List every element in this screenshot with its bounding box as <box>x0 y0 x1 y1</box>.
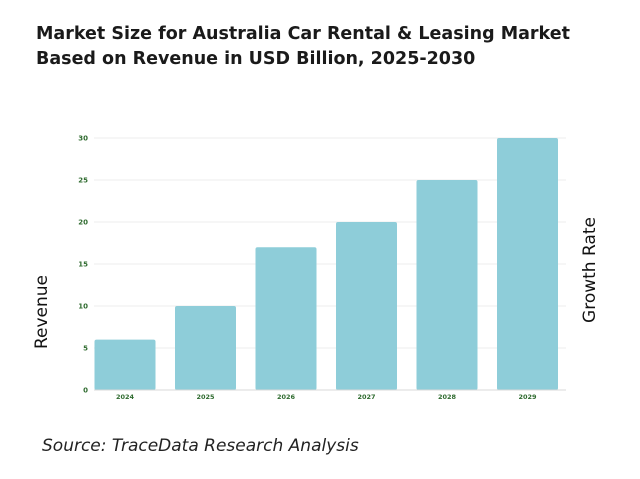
y-axis-ticks: 0 5 10 15 20 25 30 <box>78 135 88 395</box>
y-tick-label: 5 <box>83 345 88 353</box>
y-axis-label: Revenue <box>32 274 52 350</box>
bars <box>94 138 558 390</box>
y-tick-label: 0 <box>83 387 88 395</box>
x-tick-label: 2026 <box>277 393 296 401</box>
x-tick-label: 2028 <box>438 393 457 401</box>
gridlines <box>94 137 566 349</box>
y-tick-label: 20 <box>78 219 88 227</box>
x-axis-ticks: 2024 2025 2026 2027 2028 2029 <box>116 393 537 401</box>
bar-2024 <box>94 339 156 390</box>
y-tick-label: 15 <box>78 261 88 269</box>
y-tick-label: 10 <box>78 303 88 311</box>
bar-2027 <box>336 222 397 390</box>
x-tick-label: 2027 <box>357 393 375 401</box>
bar-2028 <box>416 180 478 390</box>
bar-2025 <box>175 306 236 390</box>
chart-title: Market Size for Australia Car Rental & L… <box>36 24 570 69</box>
bar-2029 <box>497 138 558 390</box>
x-tick-label: 2025 <box>196 393 215 401</box>
secondary-y-axis-label: Growth Rate <box>580 217 600 323</box>
y-tick-label: 25 <box>78 177 88 185</box>
x-tick-label: 2029 <box>518 393 537 401</box>
source-note: Source: TraceData Research Analysis <box>42 436 359 456</box>
y-tick-label: 30 <box>78 135 88 143</box>
bar-2026 <box>255 247 317 390</box>
x-tick-label: 2024 <box>116 393 135 401</box>
